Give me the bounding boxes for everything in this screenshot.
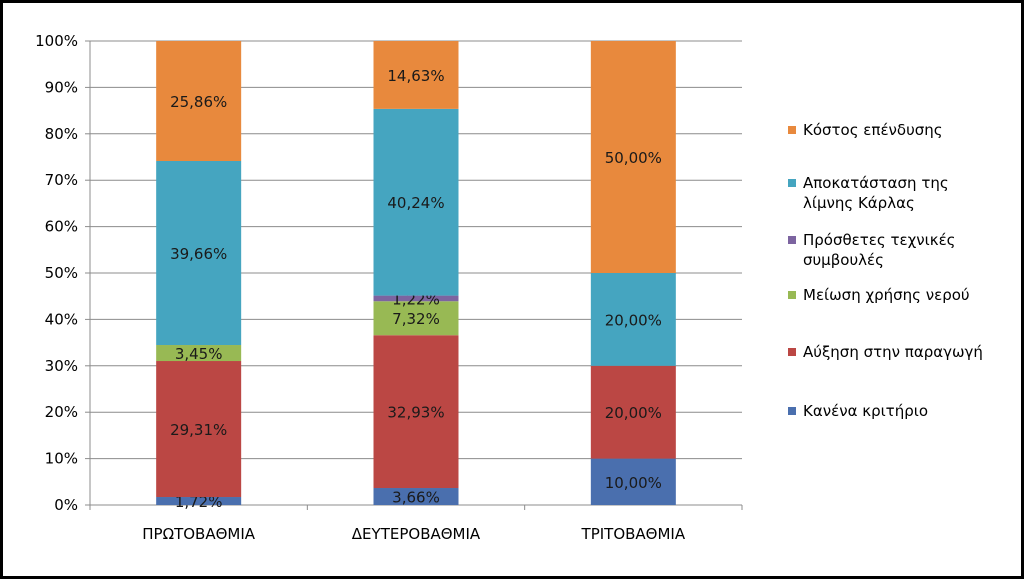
x-category-label: ΠΡΩΤΟΒΑΘΜΙΑ [142,525,255,543]
bar-segment [373,488,459,505]
bar-segment [590,458,676,505]
data-label: 40,24% [387,194,444,212]
data-label: 10,00% [605,474,662,492]
bar-segment [373,295,459,302]
legend-swatch [788,179,796,187]
legend-label: Κανένα κριτήριο [803,402,928,420]
data-label: 14,63% [387,67,444,85]
bar-segment [156,497,242,505]
bar-segment [156,361,242,498]
legend-swatch [788,126,796,134]
legend-label: Αποκατάσταση της λίμνης Κάρλας [803,174,949,212]
y-tick-label: 60% [45,218,78,236]
y-tick-label: 40% [45,310,78,328]
data-label: 3,66% [392,489,440,507]
x-category-label: ΔΕΥΤΕΡΟΒΑΘΜΙΑ [352,525,481,543]
bar-segment [373,301,459,336]
bar-segment [156,160,242,346]
legend-swatch [788,236,796,244]
legend-swatch [788,291,796,299]
data-label: 39,66% [170,245,227,263]
legend-label: Μείωση χρήσης νερού [803,286,970,304]
data-label: 20,00% [605,311,662,329]
data-label: 3,45% [175,345,223,363]
y-tick-label: 0% [54,496,78,514]
y-tick-label: 30% [45,357,78,375]
data-label: 29,31% [170,421,227,439]
legend-label: Αύξηση στην παραγωγή [803,343,983,361]
bar-segment [156,41,242,161]
data-label: 25,86% [170,93,227,111]
y-tick-label: 80% [45,125,78,143]
bar-segment [373,41,459,109]
bar-segment [590,273,676,366]
bar-segment [373,335,459,489]
legend-swatch [788,348,796,356]
data-label: 50,00% [605,149,662,167]
x-category-label: ΤΡΙΤΟΒΑΘΜΙΑ [581,525,686,543]
legend-label: Κόστος επένδυσης [803,121,943,139]
data-label: 32,93% [387,404,444,422]
data-label: 20,00% [605,404,662,422]
y-tick-label: 90% [45,78,78,96]
data-label: 7,32% [392,310,440,328]
legend-label: Πρόσθετες τεχνικές συμβουλές [803,231,956,269]
bar-segment [590,41,676,273]
bar-segment [156,345,242,362]
legend-swatch [788,407,796,415]
y-tick-label: 70% [45,171,78,189]
stacked-bar-chart: 0% 10% 20% 30% 40% 50% 60% 70% 80% 90% 100% 1,72% 29… [35,32,983,543]
y-tick-label: 10% [45,450,78,468]
bar-segment [590,365,676,459]
data-label: 1,72% [175,493,223,511]
y-tick-label: 20% [45,403,78,421]
y-tick-label: 100% [35,32,78,50]
bar-segment [373,108,459,296]
y-tick-label: 50% [45,264,78,282]
